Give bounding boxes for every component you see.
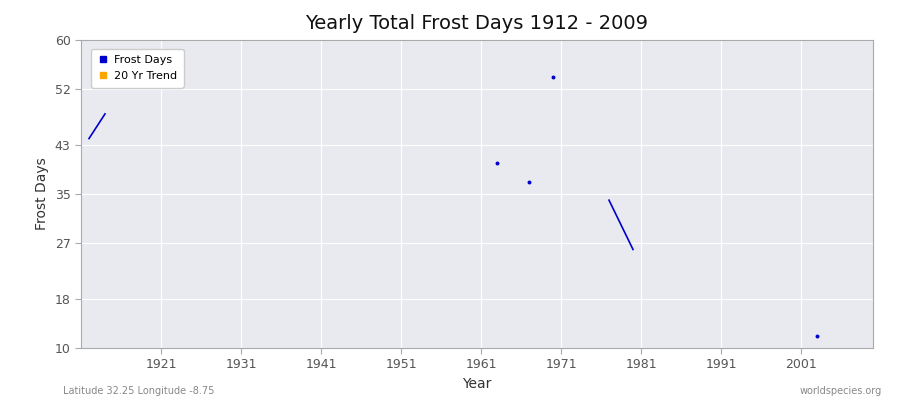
Point: [490, 160, 504, 166]
Text: worldspecies.org: worldspecies.org: [800, 386, 882, 396]
Y-axis label: Frost Days: Frost Days: [35, 158, 50, 230]
Title: Yearly Total Frost Days 1912 - 2009: Yearly Total Frost Days 1912 - 2009: [305, 14, 649, 33]
X-axis label: Year: Year: [463, 377, 491, 391]
Text: Latitude 32.25 Longitude -8.75: Latitude 32.25 Longitude -8.75: [63, 386, 214, 396]
Point: [810, 332, 824, 339]
Legend: Frost Days, 20 Yr Trend: Frost Days, 20 Yr Trend: [91, 49, 184, 88]
Point: [545, 74, 560, 80]
Point: [522, 178, 536, 185]
